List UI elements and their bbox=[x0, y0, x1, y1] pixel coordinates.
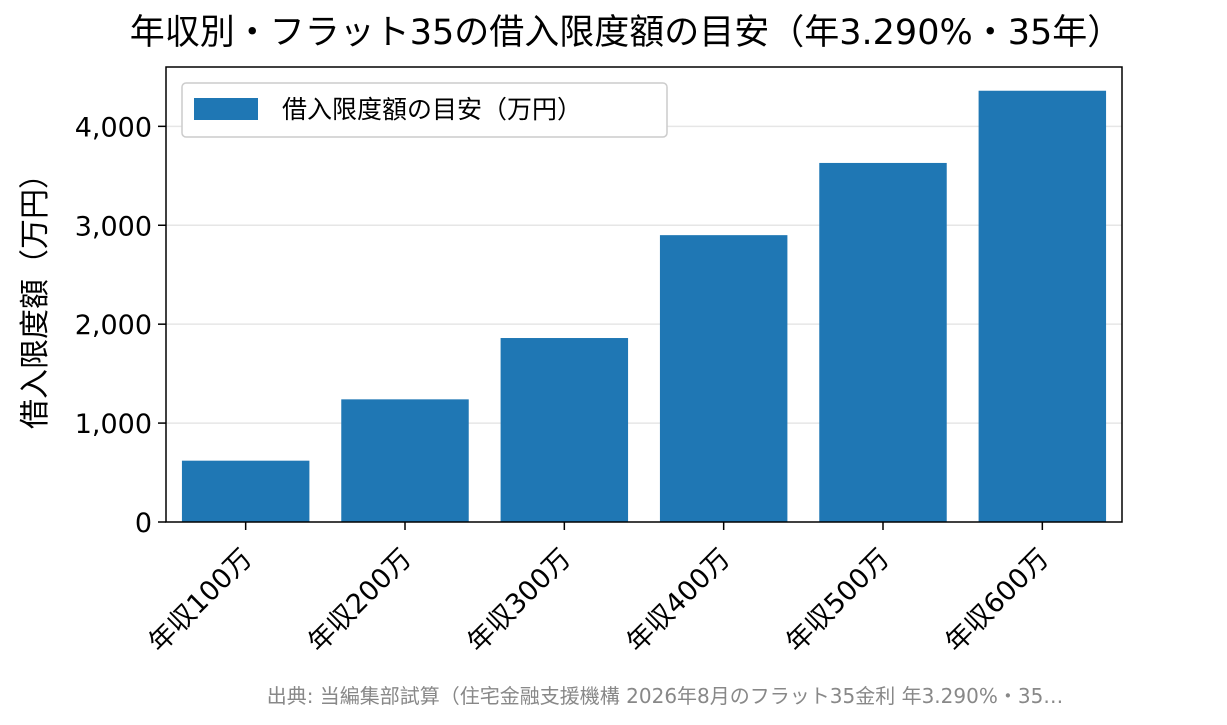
x-tick-label: 年収300万 bbox=[462, 543, 578, 659]
bar bbox=[500, 338, 629, 522]
plot-frame bbox=[165, 66, 1123, 523]
x-tick-label: 年収600万 bbox=[940, 543, 1056, 659]
bar bbox=[181, 460, 310, 522]
legend-label: 借入限度額の目安（万円） bbox=[282, 95, 582, 124]
bars bbox=[181, 90, 1107, 523]
y-tick-label: 3,000 bbox=[75, 211, 152, 242]
legend-swatch bbox=[194, 98, 258, 120]
chart-title: 年収別・フラット35の借入限度額の目安（年3.290%・35年） bbox=[130, 13, 1123, 53]
y-tick-label: 1,000 bbox=[75, 409, 152, 440]
y-tick-label: 0 bbox=[135, 508, 152, 539]
source-note: 出典: 当編集部試算（住宅金融支援機構 2026年8月のフラット35金利 年3.… bbox=[267, 684, 1064, 708]
bar bbox=[978, 90, 1107, 522]
x-tick-label: 年収500万 bbox=[780, 543, 896, 659]
bar bbox=[819, 162, 947, 522]
x-axis: 年収100万 年収200万 年収300万 年収400万 年収500万 年収600万 bbox=[143, 522, 1055, 659]
y-axis-label: 借入限度額（万円） bbox=[18, 159, 53, 429]
y-tick-label: 4,000 bbox=[75, 112, 152, 143]
bar bbox=[341, 399, 469, 522]
y-tick-label: 2,000 bbox=[75, 310, 152, 341]
legend: 借入限度額の目安（万円） bbox=[181, 82, 668, 138]
bar bbox=[659, 235, 788, 523]
x-tick-label: 年収100万 bbox=[143, 543, 259, 659]
y-axis: 0 1,000 2,000 3,000 4,000 bbox=[75, 112, 166, 539]
x-tick-label: 年収400万 bbox=[621, 543, 737, 659]
x-tick-label: 年収200万 bbox=[302, 543, 418, 659]
legend-box bbox=[181, 82, 668, 138]
